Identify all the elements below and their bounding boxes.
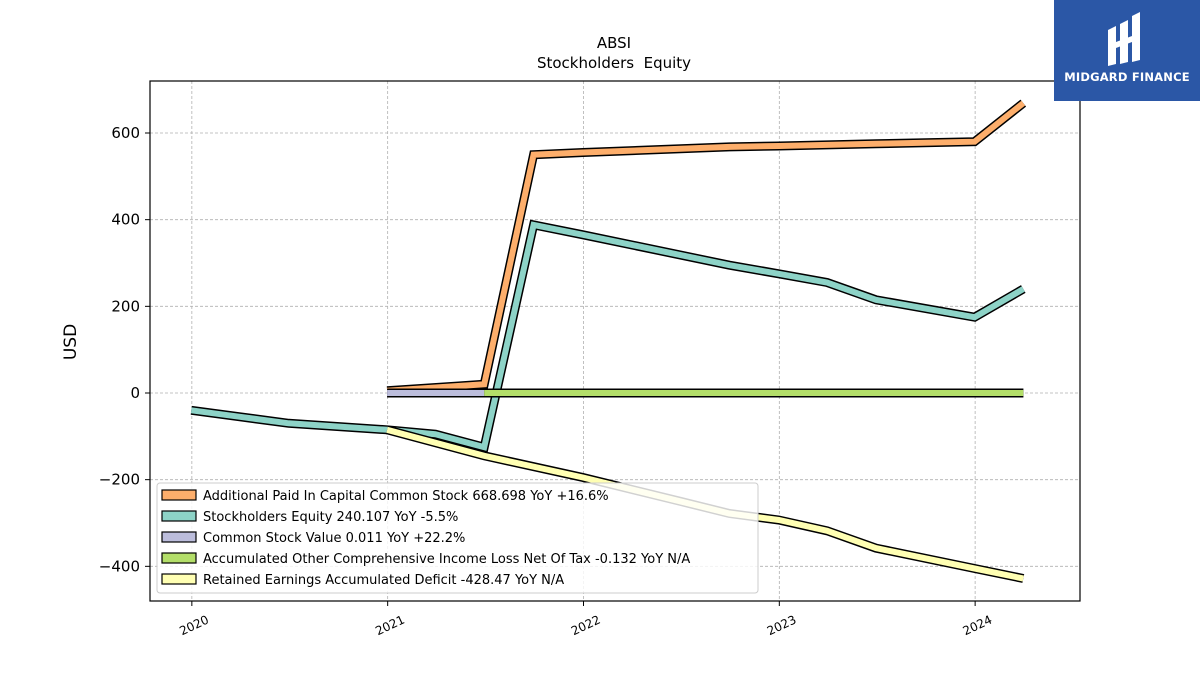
legend-label: Stockholders Equity 240.107 YoY -5.5% — [203, 510, 458, 525]
y-tick-label: −400 — [99, 557, 140, 575]
series-layer — [190, 99, 1027, 583]
y-axis-label: USD — [61, 324, 81, 360]
series-line — [190, 219, 1026, 453]
chart-subtitle: Stockholders Equity — [537, 54, 691, 72]
midgard-logo-icon — [1108, 12, 1140, 66]
x-tick-label: 2022 — [569, 613, 603, 639]
legend-label: Additional Paid In Capital Common Stock … — [203, 489, 609, 504]
y-tick-label: 400 — [111, 211, 140, 229]
logo-name: MIDGARD FINANCE — [1064, 70, 1190, 84]
series-line-stroke — [190, 221, 1025, 451]
y-tick-label: −200 — [99, 471, 140, 489]
legend-label: Accumulated Other Comprehensive Income L… — [203, 552, 690, 567]
legend-label: Retained Earnings Accumulated Deficit -4… — [203, 573, 564, 588]
y-tick-label: 0 — [130, 384, 140, 402]
series-line-outline — [190, 219, 1026, 453]
legend-box — [156, 482, 759, 594]
series-line-stroke — [386, 100, 1026, 394]
midgard-finance-logo: MIDGARD FINANCE — [1054, 0, 1200, 101]
legend-swatch — [161, 489, 197, 501]
legend-label: Common Stock Value 0.011 YoY +22.2% — [203, 531, 465, 546]
x-tick-label: 2020 — [177, 613, 211, 639]
x-tick-label: 2021 — [373, 613, 407, 639]
x-tick-label: 2023 — [765, 613, 799, 639]
x-tick-label: 2024 — [961, 613, 995, 639]
y-tick-label: 200 — [111, 297, 140, 315]
legend-swatch — [161, 552, 197, 564]
series-line — [386, 99, 1027, 396]
legend-swatch — [161, 510, 197, 522]
legend: Additional Paid In Capital Common Stock … — [156, 482, 759, 594]
legend-swatch — [161, 531, 197, 543]
y-tick-label: 600 — [111, 124, 140, 142]
chart-title: ABSI — [597, 34, 631, 52]
legend-swatch — [161, 573, 197, 585]
plot-frame — [149, 80, 1081, 602]
